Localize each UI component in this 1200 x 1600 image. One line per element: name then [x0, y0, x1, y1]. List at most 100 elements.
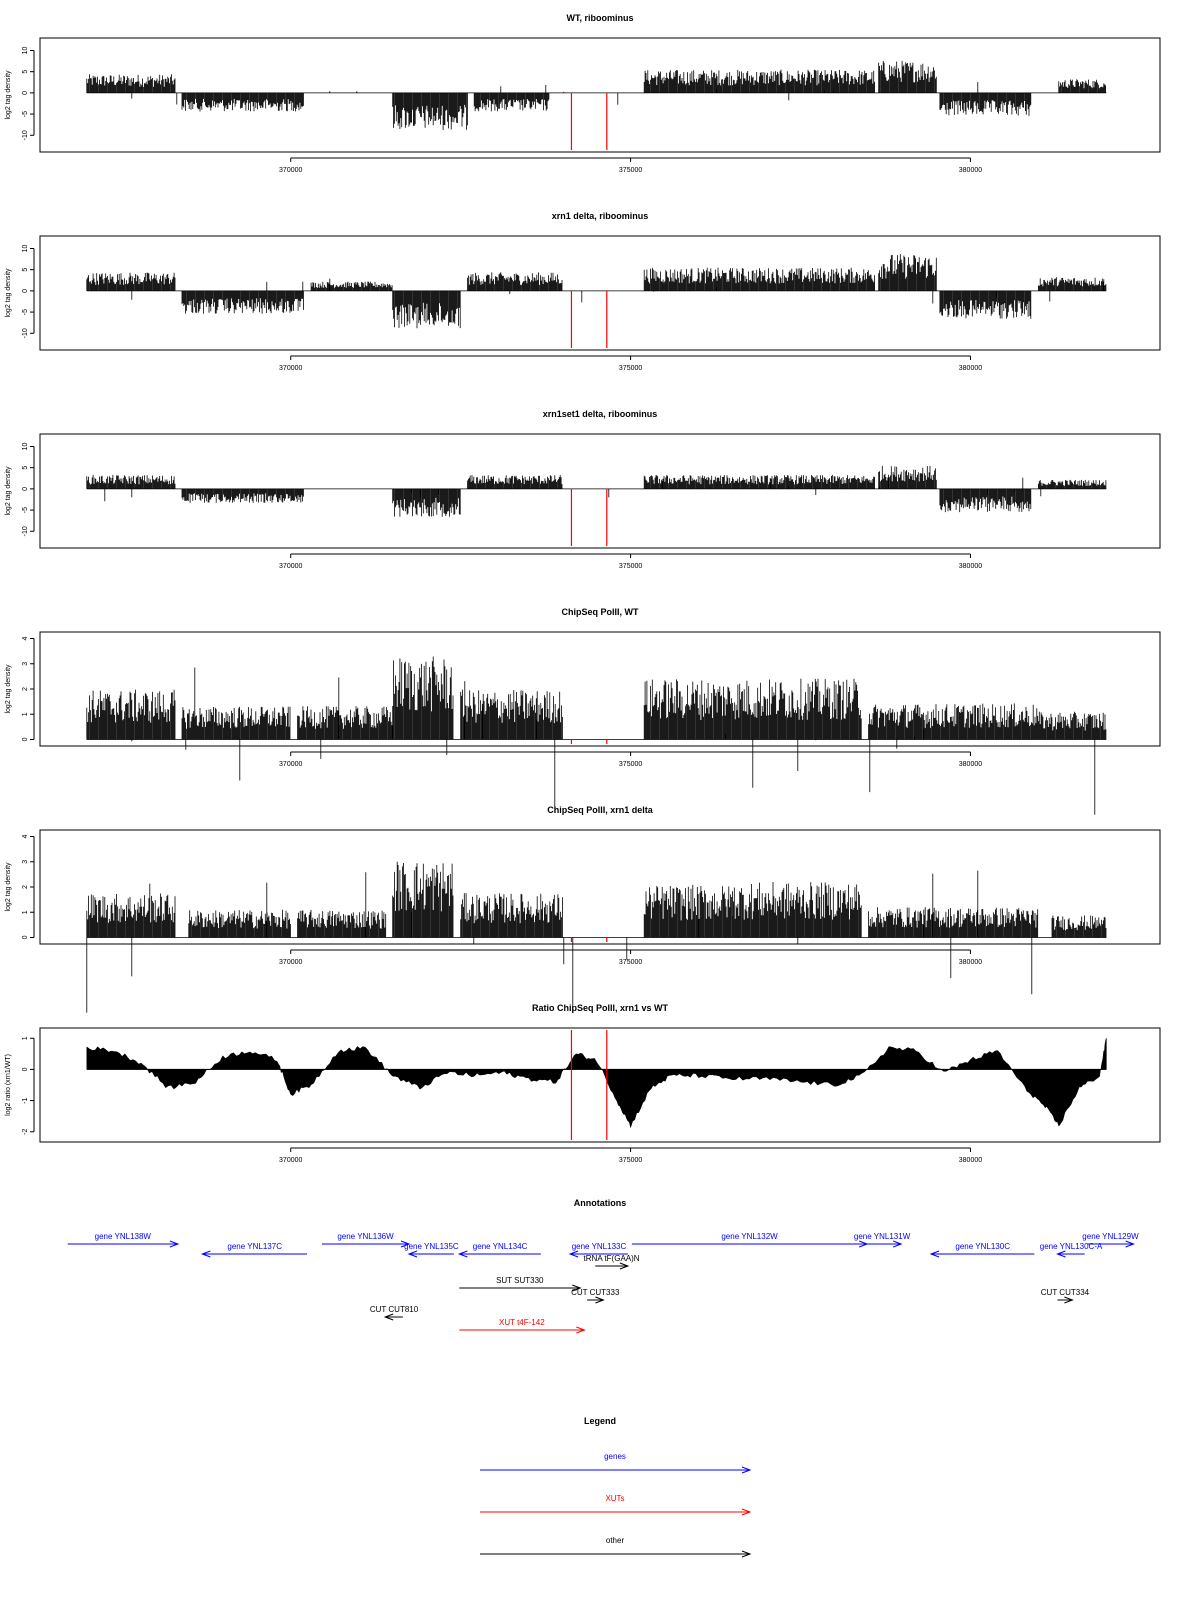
- legend-label: XUTs: [605, 1494, 624, 1503]
- feature-label: gene YNL131W: [854, 1232, 911, 1241]
- feature-arrow: [459, 1326, 586, 1334]
- feature-label: XUT t4F-142: [499, 1318, 545, 1327]
- legend-arrow: [480, 1508, 752, 1516]
- feature-arrow: [1057, 1296, 1074, 1304]
- annotation-feature: gene YNL135C: [404, 1242, 459, 1258]
- y-tick-label: 10: [22, 46, 29, 54]
- density-bars: [86, 60, 1107, 130]
- data-series: [86, 254, 1107, 329]
- y-axis-label: log2 tag density: [5, 268, 12, 318]
- legend-arrow: [480, 1550, 752, 1558]
- x-tick-label: 370000: [279, 563, 302, 570]
- plot-frame: [39, 631, 1161, 747]
- ratio-area: [86, 1038, 1107, 1129]
- y-tick-label: 4: [22, 834, 29, 838]
- y-tick-label: 0: [22, 91, 29, 95]
- plot-frame: [39, 433, 1161, 549]
- feature-arrow: [457, 1250, 541, 1258]
- y-axis-label: log2 ratio (xrn1/WT): [5, 1054, 12, 1116]
- y-tick-label: 0: [22, 289, 29, 293]
- x-tick-label: 370000: [279, 959, 302, 966]
- feature-label: gene YNL132W: [721, 1232, 778, 1241]
- chart-panel-4: ChipSeq PolII, WT 0 1 2 3 4 log2 tag density 37…: [5, 607, 1161, 815]
- annotation-feature: gene YNL134C: [457, 1242, 541, 1258]
- chart-panel-2: xrn1 delta, riboominus -10 -5 0 5 10 log2 tag …: [5, 211, 1161, 372]
- y-tick-label: -5: [22, 507, 29, 513]
- x-tick-label: 380000: [959, 563, 982, 570]
- feature-label: CUT CUT333: [571, 1288, 620, 1297]
- feature-arrow: [383, 1313, 403, 1321]
- legend-item-other: other: [480, 1536, 752, 1558]
- legend-label: other: [606, 1536, 625, 1545]
- x-tick-label: 370000: [279, 167, 302, 174]
- y-tick-label: 0: [22, 487, 29, 491]
- y-tick-label: 4: [22, 636, 29, 640]
- feature-arrow: [1056, 1250, 1085, 1258]
- feature-label: gene YNL134C: [473, 1242, 528, 1251]
- chart-title: xrn1 delta, riboominus: [552, 211, 649, 221]
- y-tick-label: 1: [22, 910, 29, 914]
- x-tick-label: 375000: [619, 365, 642, 372]
- y-tick-label: -10: [22, 130, 29, 140]
- annotation-feature: gene YNL136W: [321, 1232, 411, 1248]
- feature-arrow: [595, 1262, 630, 1270]
- x-tick-label: 380000: [959, 1157, 982, 1164]
- y-tick-label: 5: [22, 268, 29, 272]
- feature-arrow: [863, 1240, 903, 1248]
- x-tick-label: 380000: [959, 761, 982, 768]
- feature-arrow: [67, 1240, 180, 1248]
- chart-panel-5: ChipSeq PolII, xrn1 delta 0 1 2 3 4 log2 tag d…: [5, 805, 1161, 1014]
- feature-label: gene YNL138W: [95, 1232, 152, 1241]
- y-axis-label: log2 tag density: [5, 70, 12, 120]
- y-tick-label: 2: [22, 885, 29, 889]
- annotation-feature: gene YNL133C: [568, 1242, 628, 1258]
- annotation-feature: CUT CUT810: [370, 1305, 419, 1321]
- annotation-feature: CUT CUT333: [571, 1288, 620, 1304]
- x-tick-label: 375000: [619, 167, 642, 174]
- chart-panel-6: Ratio ChipSeq PolII, xrn1 vs WT -2 -1 0 1 log…: [5, 1003, 1161, 1164]
- data-series: [86, 60, 1107, 130]
- chart-panel-1: WT, riboominus -10 -5 0 5 10 log2 tag density 3…: [5, 13, 1161, 174]
- annotation-feature: gene YNL130C: [929, 1242, 1035, 1258]
- y-axis-label: log2 tag density: [5, 862, 12, 912]
- plot-frame: [39, 829, 1161, 945]
- density-bars: [86, 656, 1107, 815]
- chart-title: WT, riboominus: [567, 13, 634, 23]
- y-tick-label: 1: [22, 712, 29, 716]
- y-tick-label: 3: [22, 662, 29, 666]
- x-tick-label: 375000: [619, 959, 642, 966]
- annotation-feature: gene YNL129W: [1082, 1232, 1139, 1248]
- y-tick-label: 0: [22, 1067, 29, 1071]
- y-tick-label: 0: [22, 737, 29, 741]
- y-axis-label: log2 tag density: [5, 466, 12, 516]
- annotation-feature: gene YNL137C: [200, 1242, 308, 1258]
- y-tick-label: 3: [22, 860, 29, 864]
- chart-title: Ratio ChipSeq PolII, xrn1 vs WT: [532, 1003, 669, 1013]
- feature-label: gene YNL135C: [404, 1242, 459, 1251]
- y-tick-label: 5: [22, 70, 29, 74]
- annotation-feature: tRNA tF(GAA)N: [584, 1254, 640, 1270]
- y-tick-label: 0: [22, 935, 29, 939]
- data-series: [86, 1038, 1107, 1129]
- x-tick-label: 370000: [279, 761, 302, 768]
- x-tick-label: 380000: [959, 365, 982, 372]
- y-axis-label: log2 tag density: [5, 664, 12, 714]
- x-tick-label: 375000: [619, 761, 642, 768]
- feature-arrow: [321, 1240, 411, 1248]
- feature-arrow: [200, 1250, 308, 1258]
- feature-label: SUT SUT330: [496, 1276, 544, 1285]
- legend-item-genes: genes: [480, 1452, 752, 1474]
- feature-label: CUT CUT810: [370, 1305, 419, 1314]
- y-tick-label: -5: [22, 309, 29, 315]
- data-series: [86, 465, 1107, 517]
- plot-frame: [39, 37, 1161, 153]
- feature-label: gene YNL136W: [337, 1232, 394, 1241]
- y-tick-label: 5: [22, 466, 29, 470]
- data-series: [86, 656, 1107, 815]
- legend-item-xuts: XUTs: [480, 1494, 752, 1516]
- density-bars: [86, 465, 1107, 517]
- feature-arrow: [407, 1250, 454, 1258]
- density-bars: [86, 861, 1107, 1014]
- y-tick-label: -10: [22, 328, 29, 338]
